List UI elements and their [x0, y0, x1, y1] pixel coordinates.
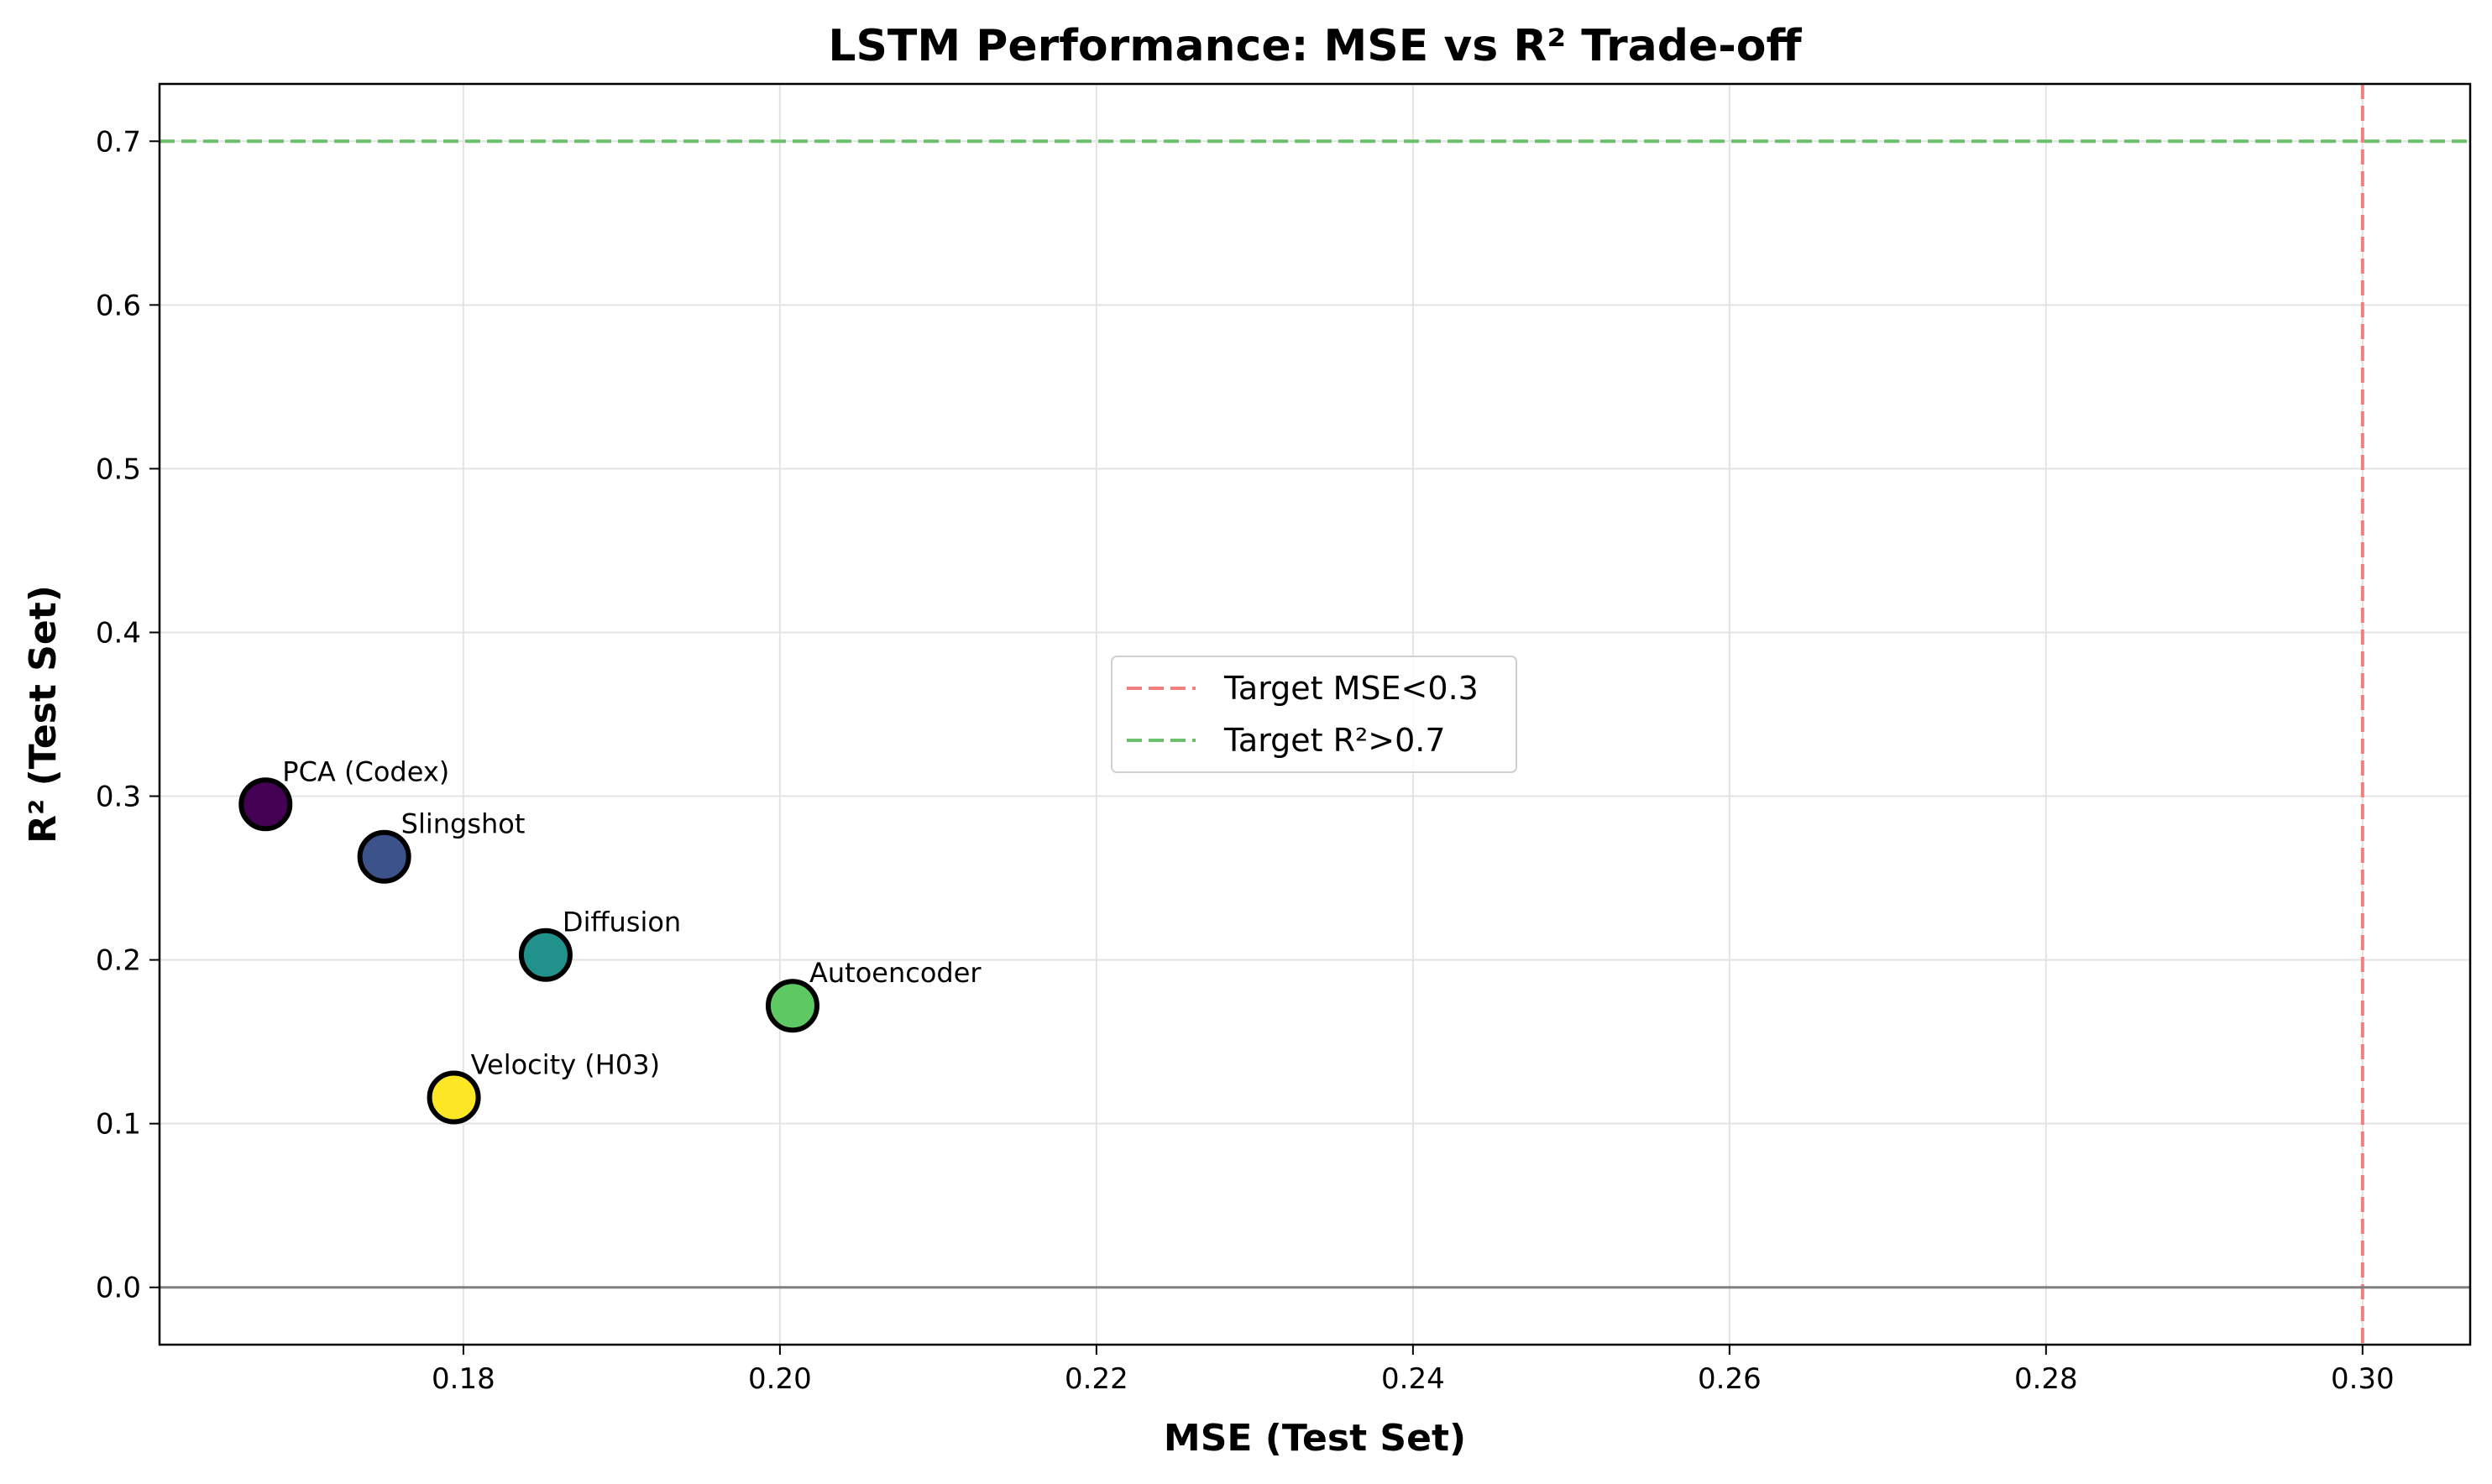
x-axis-title: MSE (Test Set): [1164, 1417, 1466, 1460]
y-tick-label: 0.1: [96, 1108, 141, 1142]
x-tick-label: 0.22: [1065, 1362, 1128, 1396]
data-point: [427, 1070, 481, 1125]
data-point-label: Velocity (H03): [471, 1048, 660, 1080]
x-tick-label: 0.30: [2331, 1362, 2395, 1396]
x-tick-label: 0.26: [1698, 1362, 1762, 1396]
data-point-label: PCA (Codex): [282, 755, 449, 787]
data-point-label: Autoencoder: [809, 957, 982, 989]
x-tick-label: 0.18: [432, 1362, 495, 1396]
data-point: [518, 928, 573, 982]
x-tick-label: 0.24: [1381, 1362, 1445, 1396]
legend: Target MSE<0.3 Target R²>0.7: [1111, 656, 1517, 773]
x-tick-label: 0.28: [2014, 1362, 2078, 1396]
data-point-label: Diffusion: [563, 907, 681, 938]
data-point: [238, 777, 293, 832]
y-axis-ticks: 0.0 0.1 0.2 0.3 0.4 0.5 0.6 0.7: [96, 125, 160, 1305]
data-point: [357, 829, 411, 884]
data-point: [765, 979, 819, 1033]
y-tick-label: 0.2: [96, 944, 141, 978]
grid: [160, 84, 2470, 1345]
legend-entry: Target MSE<0.3: [1223, 670, 1479, 707]
plot-area-frame: [158, 82, 2472, 1346]
data-points: [238, 777, 819, 1125]
data-point-label: Slingshot: [401, 808, 526, 840]
chart-title: LSTM Performance: MSE vs R² Trade-off: [828, 21, 1802, 71]
y-axis-title: R² (Test Set): [22, 585, 65, 844]
reference-lines: [160, 84, 2470, 1345]
y-tick-label: 0.6: [96, 289, 141, 322]
point-labels: PCA (Codex) Slingshot Diffusion Autoencoder…: [282, 755, 982, 1080]
legend-box: [1111, 656, 1517, 773]
legend-entry: Target R²>0.7: [1223, 722, 1446, 759]
y-tick-label: 0.0: [96, 1272, 141, 1305]
y-tick-label: 0.7: [96, 125, 141, 159]
y-tick-label: 0.5: [96, 452, 141, 486]
y-tick-label: 0.4: [96, 616, 141, 650]
y-tick-label: 0.3: [96, 781, 141, 814]
x-axis-ticks: 0.18 0.20 0.22 0.24 0.26 0.28 0.30: [432, 1345, 2395, 1396]
x-tick-label: 0.20: [748, 1362, 812, 1396]
